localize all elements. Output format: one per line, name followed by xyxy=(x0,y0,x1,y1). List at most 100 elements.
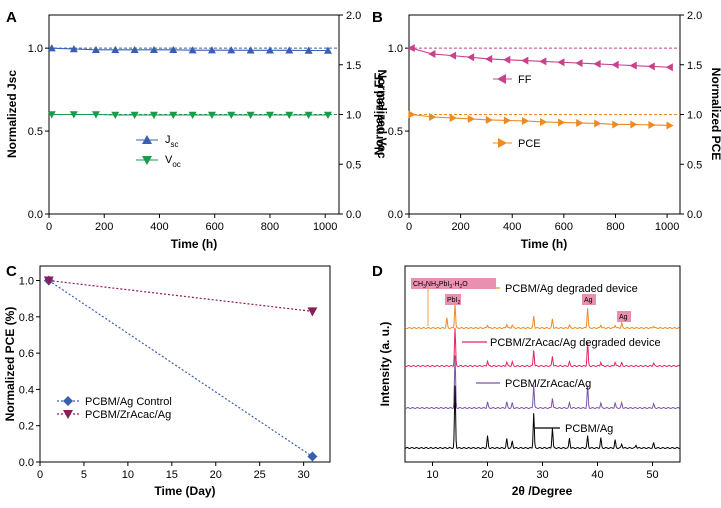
data-point xyxy=(540,117,548,126)
data-point xyxy=(594,119,602,128)
data-point xyxy=(207,46,216,54)
data-point xyxy=(265,111,274,119)
y-tick-label: 1.0 xyxy=(28,43,43,55)
y-tick-label: 0.0 xyxy=(388,209,403,221)
data-point xyxy=(557,58,565,67)
y-tick-label: 1.0 xyxy=(388,43,403,55)
data-point xyxy=(467,114,475,123)
x-tick-label: 1000 xyxy=(313,221,337,233)
y2-tick-label: 0.0 xyxy=(687,209,702,221)
series-pcbm-ag-control xyxy=(43,275,318,462)
panel-label-a: A xyxy=(6,9,17,26)
series-jsc xyxy=(47,44,332,54)
xrd-traces xyxy=(404,304,680,450)
legend-label-voc: Voc xyxy=(165,154,181,169)
data-point xyxy=(207,111,216,119)
x-tick-label: 200 xyxy=(95,221,113,233)
series-line xyxy=(48,280,313,458)
data-point xyxy=(666,121,674,130)
x-tick-label: 40 xyxy=(591,469,603,481)
data-point xyxy=(265,46,274,54)
data-point xyxy=(408,110,416,119)
x-tick-label: 800 xyxy=(261,221,279,233)
x-tick-label: 1000 xyxy=(655,221,679,233)
svg-text:Ag: Ag xyxy=(619,314,628,321)
data-point xyxy=(69,111,78,119)
legend-marker-jsc xyxy=(142,135,152,144)
x-tick-label: 0 xyxy=(37,469,43,481)
legend-c: PCBM/Ag Control PCBM/ZrAcac/Ag xyxy=(57,396,172,421)
y2-tick-label: 0.0 xyxy=(346,209,361,221)
legend-marker-pce xyxy=(498,138,507,148)
svg-text:PbI2: PbI2 xyxy=(447,297,461,306)
annotation-ag-2: Ag xyxy=(617,311,631,322)
data-point xyxy=(485,115,494,124)
panel-b: B 0 200 400 600 800 1000 0.0 0.5 1.0 0.0 0.5 1.0 1.5… xyxy=(372,9,721,251)
y-tick-label: 0.6 xyxy=(19,348,34,360)
x-tick-label: 25 xyxy=(254,469,266,481)
y2-tick-label: 2.0 xyxy=(687,10,702,22)
y-tick-label: 0.8 xyxy=(19,312,34,324)
data-point xyxy=(285,111,294,119)
data-point xyxy=(111,45,120,54)
data-point xyxy=(91,111,100,119)
data-point xyxy=(111,111,120,119)
data-point xyxy=(428,49,436,58)
trace-pcbm-ag-degraded xyxy=(404,304,680,330)
series-line xyxy=(48,279,313,312)
data-point xyxy=(593,59,601,68)
legend-marker-voc xyxy=(142,156,152,165)
data-point xyxy=(69,44,78,53)
y2-tick-label: 0.5 xyxy=(687,159,702,171)
legend-label-jsc: Jsc xyxy=(165,134,179,149)
data-point xyxy=(307,451,318,462)
y2-tick-label: 1.0 xyxy=(346,110,361,122)
data-point xyxy=(407,44,415,53)
data-point xyxy=(647,62,655,71)
y2-tick-label: 2.0 xyxy=(346,10,361,22)
y-tick-label: 0.0 xyxy=(19,457,34,469)
legend-label-pcbm-ag-control: PCBM/Ag Control xyxy=(85,396,172,408)
data-point xyxy=(558,118,566,127)
y-axis-label-b: Normalized FF xyxy=(372,73,386,156)
y-tick-label: 1.0 xyxy=(19,276,34,288)
legend-a: Jsc Voc xyxy=(136,134,181,169)
y-tick-label: 0.0 xyxy=(28,209,43,221)
svg-text:Ag: Ag xyxy=(584,297,593,304)
trace-pcbm-zracac-ag-degraded xyxy=(404,327,680,368)
x-tick-label: 600 xyxy=(555,221,573,233)
x-tick-label: 15 xyxy=(166,469,178,481)
y-tick-label: 0.5 xyxy=(28,126,43,138)
x-tick-label: 20 xyxy=(210,469,222,481)
y-tick-label: 0.4 xyxy=(19,384,34,396)
data-point xyxy=(503,55,511,64)
data-point xyxy=(611,60,619,69)
data-point xyxy=(188,111,197,119)
data-point xyxy=(304,46,313,54)
data-point xyxy=(612,120,620,129)
panel-label-b: B xyxy=(372,9,383,26)
x-axis-label-a: Time (h) xyxy=(171,237,217,251)
data-point xyxy=(307,307,318,317)
y2-tick-label: 1.5 xyxy=(687,60,702,72)
y2-axis-label-b: Normalized PCE xyxy=(709,68,721,161)
data-point xyxy=(466,53,475,62)
x-tick-label: 200 xyxy=(451,221,469,233)
panel-a: A 0 200 400 600 800 1000 0.0 0.5 1.0 0.0 0.5 1.0 1.5… xyxy=(5,9,389,251)
data-point xyxy=(648,120,656,129)
ticks-d: 10 20 30 40 50 xyxy=(426,462,659,481)
x-tick-label: 5 xyxy=(81,469,87,481)
series-ff xyxy=(407,44,673,72)
data-point xyxy=(323,111,332,119)
x-tick-label: 10 xyxy=(122,469,134,481)
x-tick-label: 30 xyxy=(298,469,310,481)
series-line xyxy=(411,47,670,68)
legend-label-pcbm-zracac-ag: PCBM/ZrAcac/Ag xyxy=(505,378,591,390)
panel-d: D 10 20 30 40 50 2θ /Degree Intensity (a. u.… xyxy=(372,263,681,498)
data-point xyxy=(246,46,255,54)
data-point xyxy=(285,46,294,54)
panel-label-d: D xyxy=(372,263,383,280)
legend-b: FF PCE xyxy=(493,74,541,150)
trace-pcbm-zracac-ag xyxy=(404,355,680,410)
